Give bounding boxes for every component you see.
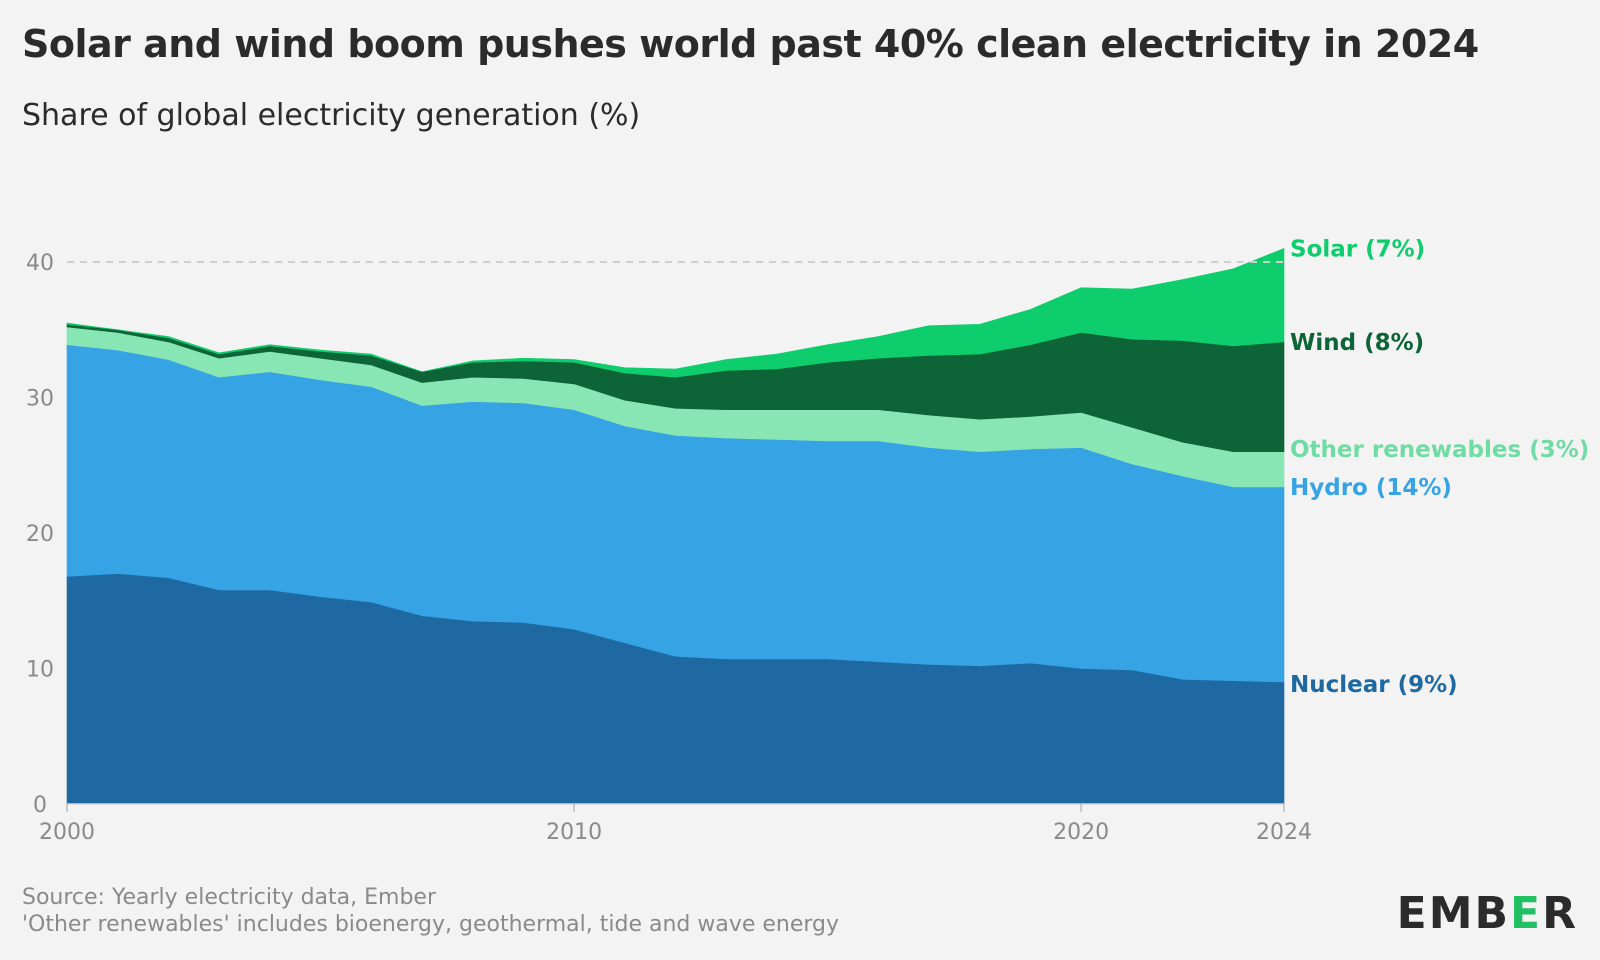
- footer: Source: Yearly electricity data, Ember '…: [22, 884, 839, 938]
- y-tick-label: 20: [26, 522, 54, 547]
- y-tick-label: 10: [26, 658, 54, 683]
- source-note: Source: Yearly electricity data, Ember: [22, 885, 436, 910]
- x-tick-label: 2024: [1256, 820, 1312, 845]
- logo-text-start: EMB: [1396, 888, 1511, 939]
- ember-logo: EMBER: [1397, 888, 1578, 939]
- definition-note: 'Other renewables' includes bioenergy, g…: [22, 912, 840, 937]
- series-label-other-renewables: Other renewables (3%): [1290, 437, 1589, 463]
- logo-accent-letter: E: [1510, 888, 1543, 939]
- logo-text-end: R: [1542, 888, 1578, 939]
- y-tick-label: 0: [33, 793, 47, 818]
- x-tick-label: 2020: [1053, 820, 1109, 845]
- series-label-layer: Nuclear (9%) Hydro (14%) Other renewables …: [1290, 236, 1589, 698]
- y-tick-label: 30: [26, 387, 54, 412]
- x-tick-label: 2000: [39, 820, 95, 845]
- series-label-hydro: Hydro (14%): [1290, 475, 1452, 501]
- x-tick-label: 2010: [546, 820, 602, 845]
- axis-layer: 0 10 20 30 40 2000 2010 2020 2024: [26, 251, 1312, 845]
- series-label-nuclear: Nuclear (9%): [1290, 672, 1458, 698]
- series-label-wind: Wind (8%): [1290, 330, 1424, 356]
- series-label-solar: Solar (7%): [1290, 236, 1425, 262]
- y-tick-label: 40: [26, 251, 54, 276]
- chart-title: Solar and wind boom pushes world past 40…: [22, 22, 1479, 66]
- area-solar: [66, 247, 1285, 378]
- chart-subtitle: Share of global electricity generation (…: [22, 98, 641, 133]
- area-layer: [66, 247, 1285, 805]
